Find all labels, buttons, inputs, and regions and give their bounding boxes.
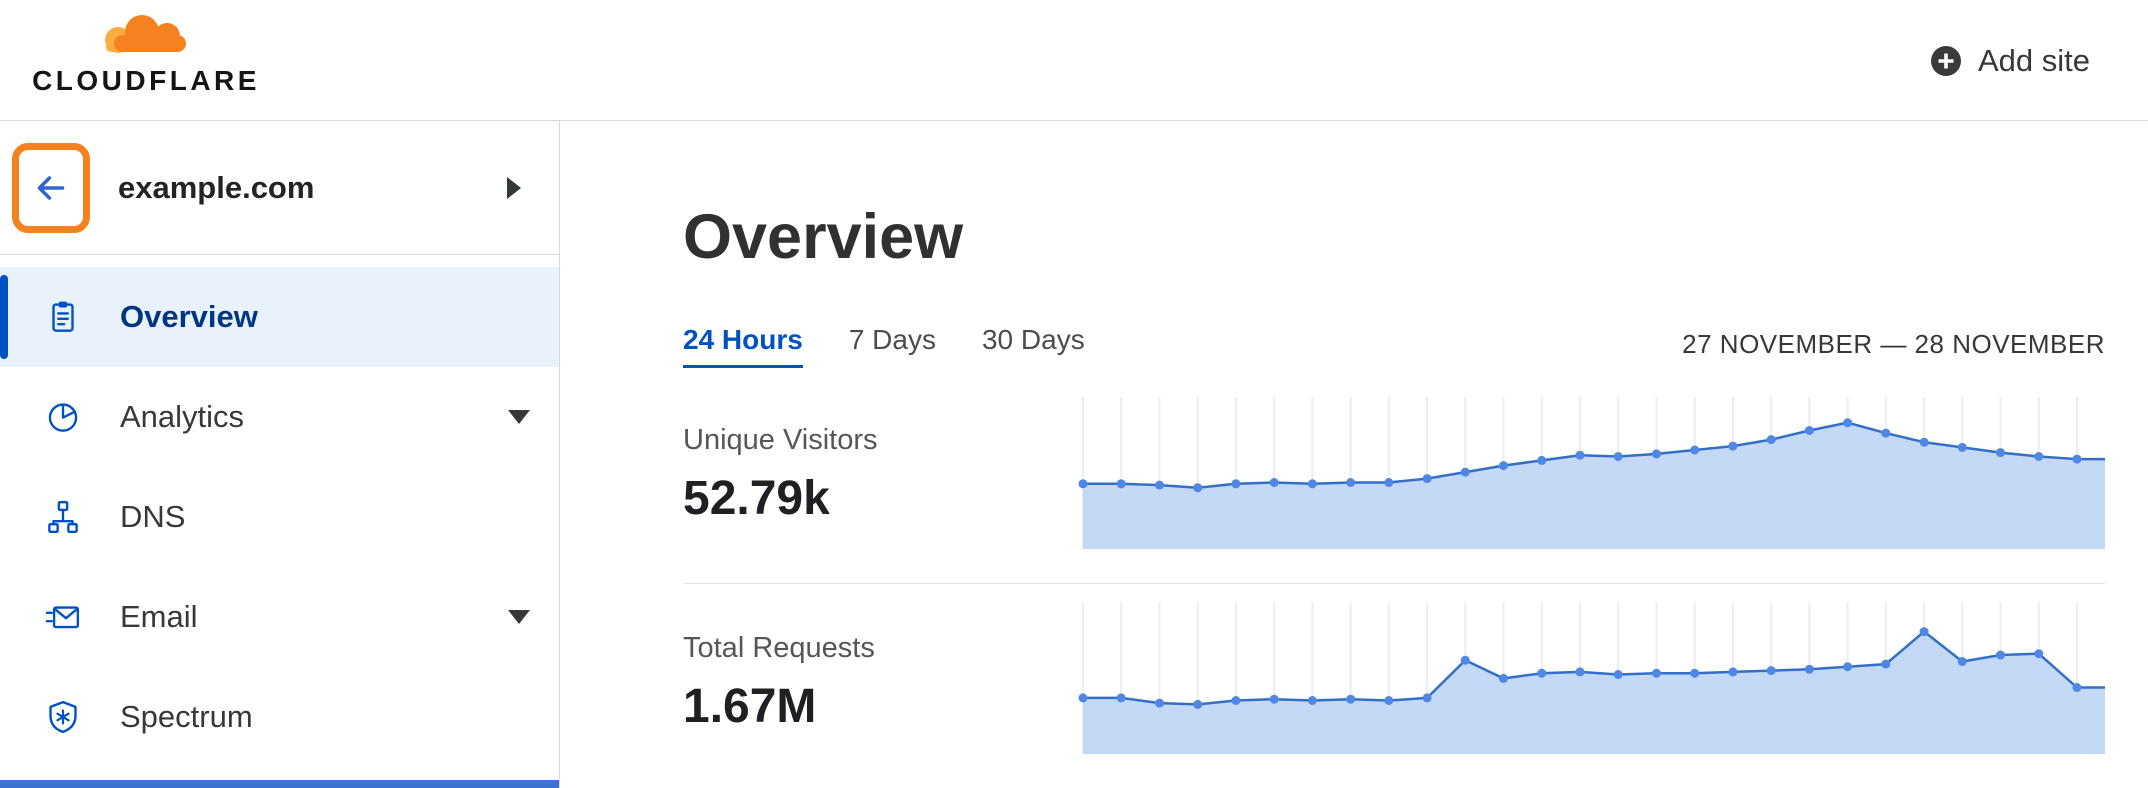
chevron-down-icon bbox=[508, 610, 530, 624]
site-name: example.com bbox=[118, 169, 315, 205]
sidebar-item-overview[interactable]: Overview bbox=[0, 267, 559, 367]
back-button[interactable] bbox=[12, 142, 90, 233]
chevron-down-icon bbox=[508, 410, 530, 424]
back-arrow-icon bbox=[37, 175, 65, 200]
site-selector[interactable]: example.com bbox=[0, 121, 559, 255]
unique-visitors-value: 52.79k bbox=[683, 472, 830, 525]
sidebar-item-analytics[interactable]: Analytics bbox=[0, 367, 559, 467]
clipboard-icon bbox=[52, 301, 74, 332]
row-divider bbox=[683, 583, 2105, 584]
tab-24-hours[interactable]: 24 Hours bbox=[683, 324, 803, 368]
sidebar-item-label: DNS bbox=[120, 499, 186, 534]
time-range-tabs: 24 Hours 7 Days 30 Days bbox=[683, 324, 1085, 368]
main-content: Overview 24 Hours 7 Days 30 Days 27 NOVE… bbox=[561, 121, 2148, 788]
sidebar: example.com Overview Analytics bbox=[0, 121, 560, 788]
total-requests-label: Total Requests bbox=[683, 632, 875, 664]
cloudflare-cloud-icon bbox=[105, 15, 186, 53]
plus-circle-icon bbox=[1930, 45, 1961, 76]
sidebar-item-email[interactable]: Email bbox=[0, 567, 559, 667]
chevron-right-icon bbox=[507, 176, 521, 199]
sidebar-item-spectrum[interactable]: Spectrum bbox=[0, 667, 559, 767]
date-range-label: 27 NOVEMBER — 28 NOVEMBER bbox=[1682, 329, 2105, 359]
total-requests-chart bbox=[1078, 602, 2105, 754]
top-header: CLOUDFLARE Add site bbox=[0, 0, 2148, 121]
add-site-button[interactable]: Add site bbox=[1929, 0, 2090, 121]
add-site-label: Add site bbox=[1977, 42, 2090, 78]
tab-7-days[interactable]: 7 Days bbox=[848, 324, 936, 355]
tab-30-days[interactable]: 30 Days bbox=[981, 324, 1085, 355]
network-tree-icon bbox=[48, 500, 78, 534]
sidebar-partial-item-indicator bbox=[0, 780, 559, 788]
sidebar-item-label: Email bbox=[120, 599, 198, 634]
cloudflare-logo-text: CLOUDFLARE bbox=[32, 65, 260, 96]
page-title: Overview bbox=[683, 202, 964, 272]
shield-icon bbox=[49, 700, 77, 734]
sidebar-nav: Overview Analytics DNS bbox=[0, 255, 559, 767]
sidebar-item-label: Analytics bbox=[120, 399, 245, 434]
sidebar-item-label: Spectrum bbox=[120, 699, 253, 734]
pie-chart-icon bbox=[48, 403, 78, 432]
unique-visitors-chart bbox=[1078, 397, 2105, 549]
sidebar-item-dns[interactable]: DNS bbox=[0, 467, 559, 567]
total-requests-value: 1.67M bbox=[683, 680, 817, 733]
envelope-icon bbox=[45, 606, 80, 629]
cloudflare-logo[interactable]: CLOUDFLARE bbox=[24, 8, 268, 97]
unique-visitors-label: Unique Visitors bbox=[683, 424, 878, 456]
sidebar-item-label: Overview bbox=[120, 299, 258, 334]
